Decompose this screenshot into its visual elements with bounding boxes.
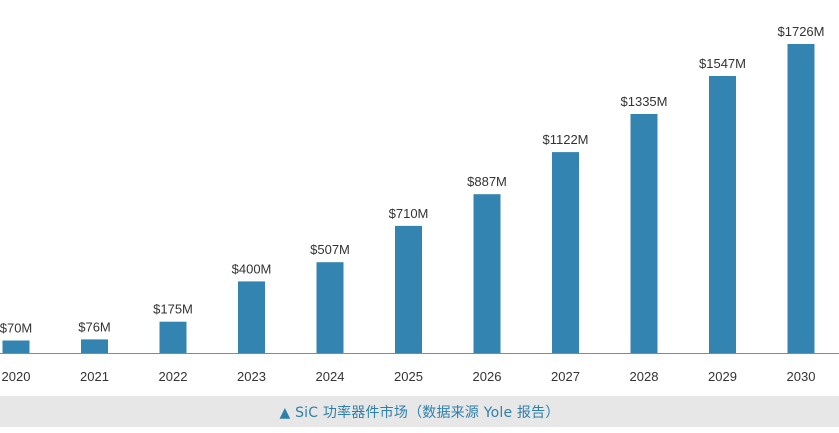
value-label-2025: $710M — [389, 206, 429, 221]
bar-2030 — [787, 44, 815, 353]
x-tick-label-2026: 2026 — [473, 369, 502, 384]
bar-2020 — [2, 340, 30, 353]
value-label-2020: $70M — [0, 321, 32, 336]
x-tick-label-2024: 2024 — [316, 369, 345, 384]
caption-bar: ▲ SiC 功率器件市场（数据来源 Yole 报告） — [0, 396, 839, 427]
bars-layer — [2, 44, 815, 353]
bar-2027 — [552, 152, 579, 353]
x-tick-labels-layer: 2020 2021 2022 2023 2024 2025 2026 2027 2028 2029… — [2, 369, 816, 384]
bar-2028 — [630, 114, 658, 353]
bar-2025 — [395, 225, 422, 353]
x-tick-label-2029: 2029 — [708, 369, 737, 384]
value-label-2022: $175M — [153, 302, 193, 317]
bar-2021 — [81, 339, 108, 353]
value-label-2030: $1726M — [778, 24, 825, 39]
x-tick-label-2025: 2025 — [394, 369, 423, 384]
value-label-2027: $1122M — [542, 132, 588, 147]
bar-2026 — [473, 194, 501, 353]
value-label-2024: $507M — [310, 242, 350, 257]
value-label-2026: $887M — [467, 174, 507, 189]
chart-caption: ▲ SiC 功率器件市场（数据来源 Yole 报告） — [279, 404, 560, 421]
x-tick-label-2028: 2028 — [630, 369, 659, 384]
value-label-2023: $400M — [232, 261, 272, 276]
x-tick-label-2027: 2027 — [551, 369, 580, 384]
x-tick-label-2030: 2030 — [787, 369, 816, 384]
x-tick-label-2023: 2023 — [237, 369, 266, 384]
bar-2024 — [316, 262, 344, 353]
value-label-2029: $1547M — [699, 56, 746, 71]
bar-2023 — [238, 281, 265, 353]
bar-2022 — [159, 321, 187, 353]
x-tick-label-2021: 2021 — [80, 369, 109, 384]
x-tick-label-2022: 2022 — [159, 369, 188, 384]
value-label-2021: $76M — [78, 319, 111, 334]
x-tick-label-2020: 2020 — [2, 369, 31, 384]
value-label-2028: $1335M — [621, 94, 668, 109]
value-labels-layer: $70M $76M $175M $400M $507M $710M $887M $1122M $… — [0, 24, 824, 336]
bar-chart: $70M $76M $175M $400M $507M $710M $887M $1122M $… — [0, 24, 839, 384]
bar-2029 — [709, 76, 736, 353]
